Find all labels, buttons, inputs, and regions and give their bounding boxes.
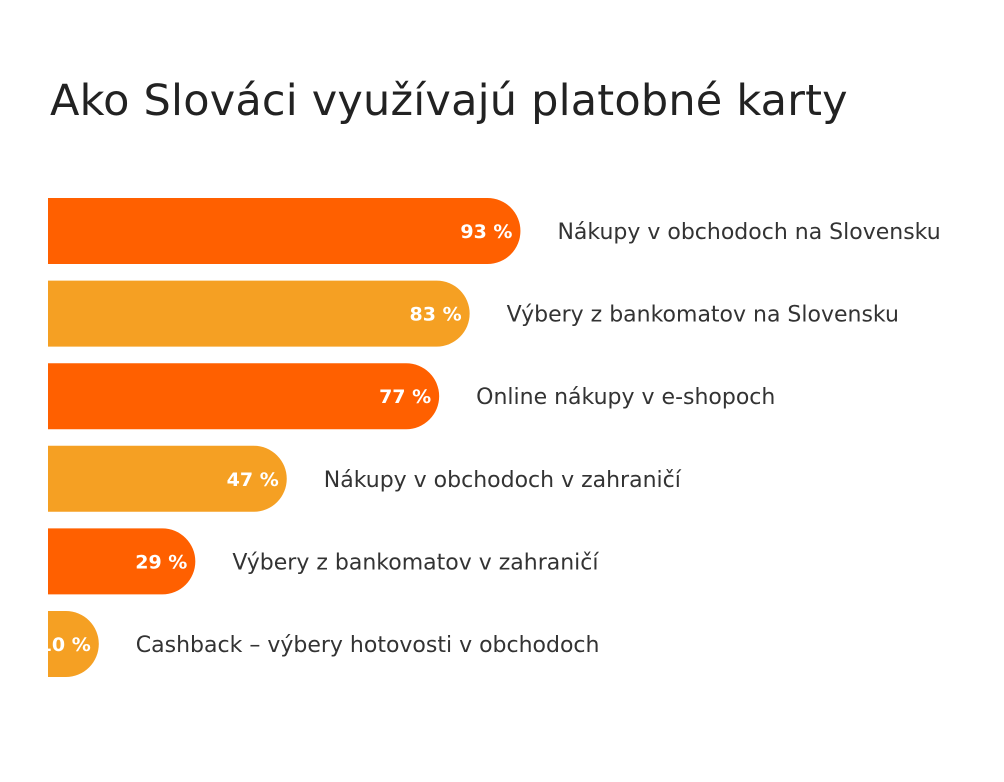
bar-value-label-6: 10 % — [39, 634, 91, 656]
bar-2 — [48, 280, 470, 347]
bar-3 — [48, 363, 440, 430]
bar-category-label-5: Výbery z bankomatov v zahraničí — [232, 550, 599, 575]
bar-category-label-6: Cashback – výbery hotovosti v obchodoch — [136, 633, 600, 658]
bar-value-label-1: 93 % — [460, 221, 512, 243]
bar-category-label-2: Výbery z bankomatov na Slovensku — [507, 303, 899, 328]
bar-value-label-3: 77 % — [379, 386, 431, 408]
bar-value-label-2: 83 % — [410, 304, 462, 326]
bar-category-label-3: Online nákupy v e-shopoch — [476, 385, 775, 410]
bar-value-label-4: 47 % — [227, 469, 279, 491]
bar-value-label-5: 29 % — [135, 551, 187, 573]
bar-category-label-1: Nákupy v obchodoch na Slovensku — [557, 220, 940, 245]
bar-4 — [48, 445, 287, 512]
bar-category-label-4: Nákupy v obchodoch v zahraničí — [324, 468, 682, 493]
chart-title: Ako Slováci využívajú platobné karty — [50, 76, 848, 126]
bar-1 — [48, 198, 521, 264]
bar-5 — [48, 528, 196, 595]
bar-6 — [48, 611, 99, 677]
